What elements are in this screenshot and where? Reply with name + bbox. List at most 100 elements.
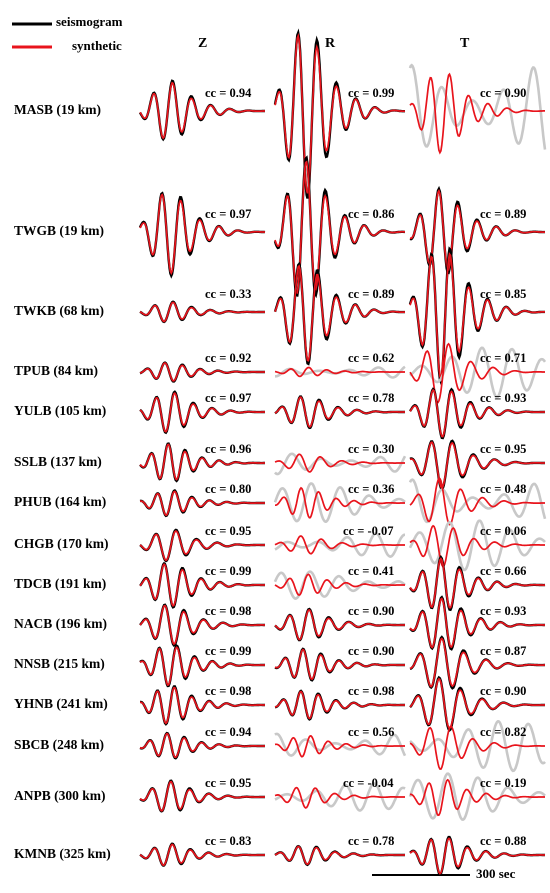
cc-label-chgb-t: cc = 0.06 bbox=[480, 524, 527, 538]
synthetic-trace bbox=[409, 388, 545, 438]
trace-yhnb-t bbox=[409, 675, 545, 733]
synthetic-trace bbox=[274, 573, 405, 597]
trace-anpb-t bbox=[408, 772, 546, 821]
trace-chgb-z bbox=[139, 528, 265, 563]
trace-anpb-r bbox=[274, 782, 406, 812]
station-label-sbcb: SBCB (248 km) bbox=[14, 737, 105, 752]
cc-label-masb-r: cc = 0.99 bbox=[348, 86, 395, 100]
synthetic-trace bbox=[409, 477, 545, 526]
cc-label-yulb-r: cc = 0.78 bbox=[348, 391, 395, 405]
trace-kmnb-t bbox=[409, 835, 545, 877]
trace-chgb-r bbox=[274, 532, 405, 558]
observed-trace bbox=[273, 28, 405, 199]
cc-label-nnsb-t: cc = 0.87 bbox=[480, 644, 527, 658]
cc-label-sbcb-r: cc = 0.56 bbox=[348, 725, 395, 739]
synthetic-trace bbox=[274, 453, 405, 473]
trace-twkb-r bbox=[273, 261, 405, 366]
synthetic-trace bbox=[409, 597, 545, 649]
synthetic-trace bbox=[409, 637, 545, 688]
synthetic-trace bbox=[409, 837, 545, 875]
station-label-twkb: TWKB (68 km) bbox=[14, 303, 105, 318]
trace-tpub-z bbox=[139, 361, 265, 383]
synthetic-trace bbox=[139, 732, 265, 759]
cc-label-yulb-z: cc = 0.97 bbox=[205, 391, 252, 405]
trace-twgb-t bbox=[409, 185, 545, 275]
synthetic-trace bbox=[139, 193, 266, 276]
synthetic-trace bbox=[409, 72, 545, 155]
synthetic-trace bbox=[139, 443, 265, 481]
trace-sbcb-r bbox=[274, 732, 407, 758]
trace-nnsb-r bbox=[274, 647, 405, 682]
trace-nnsb-z bbox=[139, 643, 265, 688]
cc-label-tdcb-z: cc = 0.99 bbox=[205, 564, 252, 578]
station-label-kmnb: KMNB (325 km) bbox=[14, 846, 111, 861]
synthetic-trace bbox=[139, 301, 265, 323]
trace-kmnb-r bbox=[274, 844, 405, 867]
synthetic-trace bbox=[139, 646, 265, 686]
synthetic-trace bbox=[274, 366, 405, 378]
synthetic-trace bbox=[409, 188, 545, 271]
trace-tdcb-t bbox=[409, 555, 546, 612]
station-label-phub: PHUB (164 km) bbox=[14, 494, 107, 509]
station-label-yhnb: YHNB (241 km) bbox=[14, 696, 108, 711]
cc-label-tpub-r: cc = 0.62 bbox=[348, 351, 395, 365]
station-label-tpub: TPUB (84 km) bbox=[14, 363, 98, 378]
trace-masb-r bbox=[273, 28, 406, 199]
scale-bar-label: 300 sec bbox=[476, 866, 516, 881]
cc-label-sslb-t: cc = 0.95 bbox=[480, 442, 527, 456]
synthetic-trace bbox=[409, 557, 546, 609]
cc-label-twgb-t: cc = 0.89 bbox=[480, 207, 527, 221]
synthetic-trace bbox=[274, 160, 405, 294]
cc-label-masb-t: cc = 0.90 bbox=[480, 86, 527, 100]
observed-trace-gray bbox=[274, 782, 406, 812]
station-label-anpb: ANPB (300 km) bbox=[14, 788, 106, 803]
cc-label-phub-z: cc = 0.80 bbox=[205, 482, 252, 496]
trace-tpub-r bbox=[274, 365, 406, 379]
cc-label-kmnb-r: cc = 0.78 bbox=[348, 834, 395, 848]
cc-label-nnsb-z: cc = 0.99 bbox=[205, 644, 252, 658]
trace-sslb-z bbox=[139, 442, 265, 483]
cc-label-chgb-r: cc = -0.07 bbox=[343, 524, 394, 538]
cc-label-yhnb-t: cc = 0.90 bbox=[480, 684, 527, 698]
cc-label-nacb-t: cc = 0.93 bbox=[480, 604, 527, 618]
trace-masb-z bbox=[138, 79, 265, 142]
cc-label-twgb-z: cc = 0.97 bbox=[205, 207, 252, 221]
cc-label-sbcb-z: cc = 0.94 bbox=[205, 725, 252, 739]
observed-trace-gray bbox=[273, 570, 406, 600]
station-label-nacb: NACB (196 km) bbox=[14, 616, 107, 631]
trace-nacb-r bbox=[274, 607, 405, 642]
synthetic-trace bbox=[274, 264, 405, 362]
station-label-nnsb: NNSB (215 km) bbox=[14, 656, 105, 671]
trace-sslb-t bbox=[409, 439, 545, 491]
component-label-r: R bbox=[325, 36, 336, 51]
trace-masb-t bbox=[408, 63, 547, 155]
synthetic-trace bbox=[409, 725, 545, 771]
synthetic-trace bbox=[410, 778, 545, 817]
cc-label-tpub-t: cc = 0.71 bbox=[480, 351, 527, 365]
cc-label-yhnb-r: cc = 0.98 bbox=[348, 684, 395, 698]
synthetic-trace bbox=[139, 780, 265, 812]
trace-yulb-r bbox=[274, 395, 405, 430]
synthetic-trace bbox=[409, 441, 545, 490]
synthetic-trace bbox=[274, 690, 405, 720]
cc-label-twkb-z: cc = 0.33 bbox=[205, 287, 252, 301]
synthetic-trace bbox=[139, 392, 265, 433]
station-label-twgb: TWGB (19 km) bbox=[14, 223, 105, 238]
synthetic-trace bbox=[139, 81, 265, 140]
cc-label-chgb-z: cc = 0.95 bbox=[205, 524, 252, 538]
trace-nacb-z bbox=[139, 603, 265, 647]
cc-label-phub-r: cc = 0.36 bbox=[348, 482, 395, 496]
cc-label-nacb-r: cc = 0.90 bbox=[348, 604, 395, 618]
observed-trace-gray bbox=[274, 732, 407, 757]
observed-trace-gray bbox=[408, 519, 546, 572]
trace-yhnb-r bbox=[274, 689, 405, 721]
synthetic-trace bbox=[139, 362, 265, 382]
cc-label-nacb-z: cc = 0.98 bbox=[205, 604, 252, 618]
synthetic-trace bbox=[274, 735, 405, 758]
synthetic-trace bbox=[139, 530, 265, 562]
trace-twkb-z bbox=[139, 300, 265, 324]
station-label-yulb: YULB (105 km) bbox=[14, 403, 107, 418]
station-label-chgb: CHGB (170 km) bbox=[14, 536, 109, 551]
